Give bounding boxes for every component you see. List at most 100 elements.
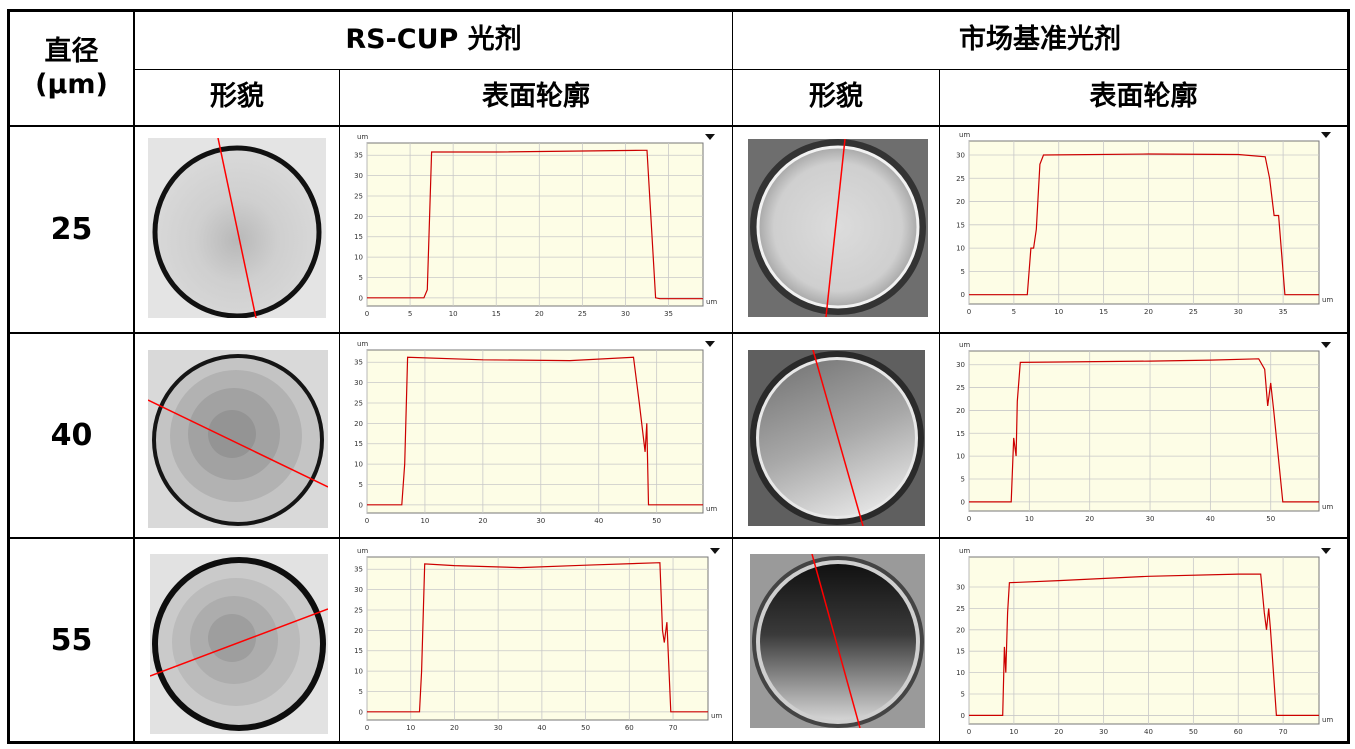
y-tick-label: 5 xyxy=(359,481,363,489)
x-tick-label: 10 xyxy=(1009,728,1018,736)
x-tick-label: 15 xyxy=(1099,308,1108,316)
x-tick-label: 30 xyxy=(621,310,630,318)
x-tick-label: 10 xyxy=(420,517,429,525)
y-tick-label: 0 xyxy=(359,501,363,509)
dropdown-triangle-icon xyxy=(705,341,715,347)
col-header-profile: 表面轮廓 xyxy=(482,81,590,113)
x-tick-label: 70 xyxy=(669,724,678,732)
plot-area xyxy=(366,556,709,721)
table-border-right xyxy=(1347,9,1350,744)
table-border-left xyxy=(7,9,10,744)
x-tick-label: 10 xyxy=(449,310,458,318)
col-header-morph: 形貌 xyxy=(210,81,264,113)
x-tick-label: 70 xyxy=(1279,728,1288,736)
dropdown-triangle-icon xyxy=(710,548,720,554)
y-tick-label: 20 xyxy=(956,626,965,634)
y-tick-label: 0 xyxy=(961,498,965,506)
y-tick-label: 15 xyxy=(354,233,363,241)
y-axis-label: um xyxy=(959,131,970,139)
profile-chart-rs-40: 0 10 20 30 40 50 0 5 10 15 20 25 30 35 um um xyxy=(354,340,717,525)
x-tick-label: 50 xyxy=(1189,728,1198,736)
x-axis-label: um xyxy=(706,505,717,513)
col-divider xyxy=(939,69,940,744)
x-tick-label: 10 xyxy=(406,724,415,732)
x-tick-label: 5 xyxy=(408,310,412,318)
profile-series-line xyxy=(367,562,708,713)
y-tick-label: 25 xyxy=(354,399,363,407)
y-tick-label: 25 xyxy=(354,192,363,200)
y-tick-label: 5 xyxy=(961,476,965,484)
y-axis-label: um xyxy=(959,547,970,555)
y-tick-label: 35 xyxy=(354,152,363,160)
x-tick-label: 20 xyxy=(1144,308,1153,316)
x-tick-label: 35 xyxy=(664,310,673,318)
y-tick-label: 10 xyxy=(956,245,965,253)
morphology-image-rs-40 xyxy=(148,350,328,528)
morphology-image-market-40 xyxy=(748,350,925,526)
y-tick-label: 20 xyxy=(354,420,363,428)
x-tick-label: 30 xyxy=(1146,515,1155,523)
x-tick-label: 25 xyxy=(578,310,587,318)
y-tick-label: 20 xyxy=(354,213,363,221)
row-divider xyxy=(7,537,1350,539)
diameter-value: 25 xyxy=(50,212,93,247)
profile-chart-market-40: 0 10 20 30 40 50 0 5 10 15 20 25 30 um um xyxy=(956,341,1333,523)
y-tick-label: 0 xyxy=(961,291,965,299)
dropdown-triangle-icon xyxy=(1321,132,1331,138)
diameter-value: 40 xyxy=(50,418,93,453)
plot-area xyxy=(366,349,704,514)
x-tick-label: 15 xyxy=(492,310,501,318)
x-tick-label: 0 xyxy=(967,728,971,736)
y-tick-label: 0 xyxy=(359,708,363,716)
group-header-rs-cup: RS-CUP 光剂 xyxy=(345,24,522,56)
y-tick-label: 30 xyxy=(354,172,363,180)
x-tick-label: 20 xyxy=(450,724,459,732)
y-tick-label: 30 xyxy=(354,379,363,387)
x-tick-label: 30 xyxy=(536,517,545,525)
y-tick-label: 25 xyxy=(956,605,965,613)
y-tick-label: 20 xyxy=(956,198,965,206)
x-tick-label: 40 xyxy=(1144,728,1153,736)
x-tick-label: 40 xyxy=(537,724,546,732)
x-tick-label: 50 xyxy=(652,517,661,525)
profile-series-line xyxy=(969,358,1319,503)
diameter-value: 55 xyxy=(50,622,93,658)
x-tick-label: 35 xyxy=(1279,308,1288,316)
x-tick-label: 10 xyxy=(1054,308,1063,316)
x-tick-label: 20 xyxy=(1054,728,1063,736)
profile-chart-market-25: 0 5 10 15 20 25 30 35 0 5 10 15 20 25 30 um um xyxy=(956,131,1333,316)
y-tick-label: 35 xyxy=(354,566,363,574)
y-tick-label: 35 xyxy=(354,359,363,367)
y-tick-label: 30 xyxy=(956,583,965,591)
x-tick-label: 50 xyxy=(581,724,590,732)
x-tick-label: 30 xyxy=(1099,728,1108,736)
y-tick-label: 10 xyxy=(956,453,965,461)
x-tick-label: 10 xyxy=(1025,515,1034,523)
y-tick-label: 10 xyxy=(354,461,363,469)
diameter-header: 直径 (μm) xyxy=(35,36,108,100)
group-header-market: 市场基准光剂 xyxy=(959,24,1121,56)
col-divider xyxy=(732,9,733,744)
x-tick-label: 25 xyxy=(1189,308,1198,316)
profile-series-line xyxy=(367,356,703,506)
morphology-image-market-55 xyxy=(750,554,925,728)
x-tick-label: 0 xyxy=(365,310,369,318)
y-tick-label: 5 xyxy=(359,274,363,282)
x-tick-label: 0 xyxy=(365,724,369,732)
col-divider xyxy=(339,69,340,744)
comparison-table: 直径 (μm) RS-CUP 光剂 市场基准光剂 形貌 表面轮廓 形貌 表面轮廓… xyxy=(7,9,1350,744)
profile-series-line xyxy=(367,149,703,300)
profile-chart-rs-55: 0 10 20 30 40 50 60 70 0 5 10 15 20 25 30 35 um um xyxy=(354,547,722,732)
x-tick-label: 20 xyxy=(535,310,544,318)
y-tick-label: 5 xyxy=(961,268,965,276)
y-axis-label: um xyxy=(357,547,368,555)
profile-chart-market-55: 0 10 20 30 40 50 60 70 0 5 10 15 20 25 30 um um xyxy=(956,547,1333,736)
x-tick-label: 60 xyxy=(1234,728,1243,736)
dropdown-triangle-icon xyxy=(1321,342,1331,348)
x-axis-label: um xyxy=(711,712,722,720)
dropdown-triangle-icon xyxy=(705,134,715,140)
y-tick-label: 10 xyxy=(354,254,363,262)
y-tick-label: 5 xyxy=(359,688,363,696)
morphology-image-rs-55 xyxy=(150,554,328,734)
y-axis-label: um xyxy=(357,133,368,141)
